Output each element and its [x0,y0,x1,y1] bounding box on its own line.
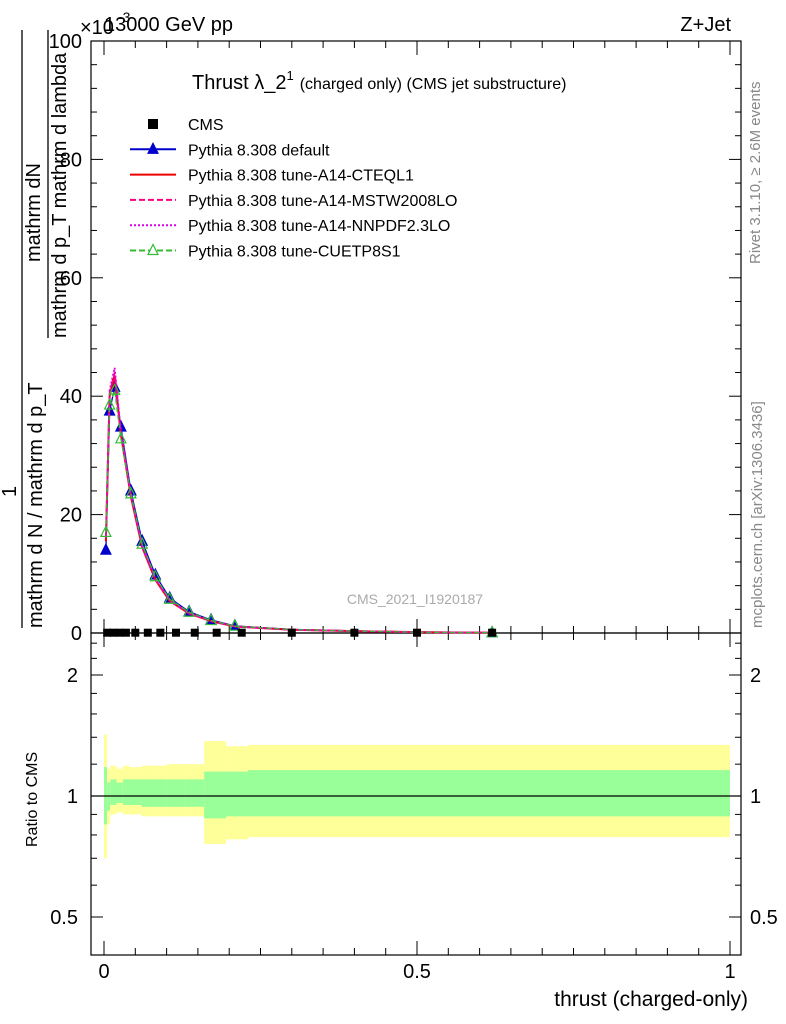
header-energy: 13000 GeV pp [104,14,233,36]
data-point [109,628,118,637]
data-point [212,628,221,637]
y-tick-label: 0 [71,623,82,645]
legend-marker [147,243,159,256]
ratio-tick-label: 1 [67,786,78,808]
legend-label: Pythia 8.308 tune-CUETP8S1 [188,244,401,261]
ratio-band-green [116,782,123,804]
data-point [121,628,130,637]
ratio-y-label: Ratio to CMS [24,752,41,847]
x-tick-label: 0 [98,961,109,983]
data-point [413,628,421,637]
y-tick-label: 100 [49,31,82,53]
ylabel-numerator: mathrm dN [23,163,45,262]
ratio-band-green [110,779,117,805]
y-tick-label: 40 [60,386,82,408]
data-point [287,628,296,637]
data-point [488,628,497,637]
y-tick-label: 60 [60,268,82,290]
ratio-tick-label-right: 2 [750,665,761,687]
x-axis-label: thrust (charged-only) [554,988,748,1011]
y-exponent: ×10 [80,17,114,39]
data-point [115,628,124,637]
ylabel-denominator-2: mathrm d N / mathrm d p_T [25,382,47,628]
series-marker-4 [205,613,218,626]
ratio-tick-label-right: 0.5 [750,907,778,929]
legend-item: Pythia 8.308 default [130,141,330,159]
title-rest: (charged only) (CMS jet substructure) [300,76,567,93]
ratio-tick-label-right: 1 [750,786,761,808]
series-marker-4 [183,604,196,617]
ratio-band-green [166,779,186,807]
y-tick-label: 20 [60,505,82,527]
x-tick-label: 1 [724,961,735,983]
chart-title: Thrust λ_21(charged only) (CMS jet subst… [192,68,566,94]
series-marker-4 [136,536,149,549]
series-marker-4 [149,569,162,582]
data-point [143,628,152,637]
ratio-band-green [122,779,130,805]
legend-item: Pythia 8.308 tune-A14-MSTW2008LO [130,193,457,210]
series-marker-4 [103,397,116,410]
data-point [131,628,140,637]
data-point [190,628,199,637]
series-marker-4 [163,591,176,604]
legend-label: Pythia 8.308 tune-A14-CTEQL1 [188,168,414,185]
series-lines [99,367,499,638]
legend-item: Pythia 8.308 tune-CUETP8S1 [130,243,401,261]
analysis-watermark: CMS_2021_I1920187 [347,591,483,607]
series-marker-4 [108,382,121,395]
data-point [156,628,165,637]
legend-item: Pythia 8.308 tune-A14-NNPDF2.3LO [130,218,450,235]
ratio-band-green [154,779,167,807]
series-marker-0 [99,542,112,555]
ratio-band-green [247,770,731,817]
legend-label: CMS [188,117,224,134]
ylabel-numerator-2: 1 [0,486,21,497]
data-point [171,628,180,637]
ratio-tick-label: 2 [67,665,78,687]
data-point [350,628,359,637]
data-points [103,628,497,637]
ratio-band-green [185,779,205,807]
y-exponent-power: -3 [118,9,131,25]
y-axis-label: mathrm dN mathrm d p_T mathrm d lambda 1… [0,30,71,628]
header-process: Z+Jet [680,14,731,36]
legend-label: Pythia 8.308 tune-A14-MSTW2008LO [188,193,457,210]
series-marker-4 [99,525,112,537]
legend-marker [148,119,158,129]
ratio-band-green [141,779,155,807]
data-point [237,628,246,637]
legend-label: Pythia 8.308 default [188,142,330,159]
ratio-band-green [129,779,142,805]
legend-item: Pythia 8.308 tune-A14-CTEQL1 [130,168,414,185]
data-point [103,628,112,637]
mcplots-label: mcplots.cern.ch [arXiv:1306.3436] [749,401,766,628]
legend-item: CMS [148,117,224,134]
title-superscript: 1 [286,68,293,83]
legend: CMS Pythia 8.308 default Pythia 8.308 tune… [130,117,457,261]
series-marker-4 [114,431,127,444]
series-marker-4 [228,618,241,631]
x-tick-label: 0.5 [403,961,431,983]
legend-label: Pythia 8.308 tune-A14-NNPDF2.3LO [188,218,450,235]
ylabel-denominator: mathrm d p_T mathrm d lambda [49,52,71,338]
legend-marker [147,141,159,154]
series-line-4 [105,390,493,634]
ratio-band-green [204,771,227,819]
axis-ticks: 0 20 40 60 80 100 0 0.5 1 0.5 0.5 1 1 2 2 [49,31,778,983]
ratio-band-green [226,771,248,817]
ratio-tick-label: 0.5 [50,907,78,929]
rivet-label: Rivet 3.1.10, ≥ 2.6M events [747,82,764,265]
y-tick-label: 80 [60,149,82,171]
series-marker-4 [124,486,137,499]
